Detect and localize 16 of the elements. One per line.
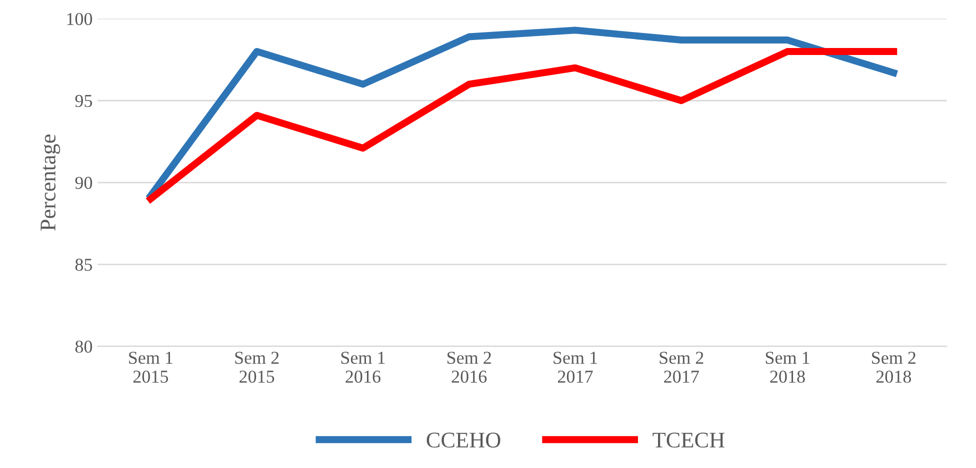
x-tick-label: Sem 2 2018 — [872, 352, 916, 383]
x-tick-label: Sem 2 2017 — [660, 352, 704, 383]
x-tick-label: Sem 1 2018 — [766, 352, 810, 383]
legend-label: TCECH — [652, 432, 724, 448]
y-tick-label: 100 — [67, 12, 92, 26]
y-tick-label: 95 — [75, 94, 92, 108]
legend-label: CCEHO — [426, 432, 500, 448]
x-tick-label: Sem 1 2016 — [341, 352, 385, 383]
x-tick-label: Sem 1 2017 — [554, 352, 597, 383]
x-tick-label: Sem 2 2016 — [447, 352, 491, 383]
y-tick-label: 80 — [75, 340, 92, 353]
y-tick-label: 85 — [75, 258, 92, 271]
y-axis-title: Percentage — [40, 134, 60, 231]
x-tick-label: Sem 2 2015 — [235, 352, 279, 383]
x-tick-label: Sem 1 2015 — [129, 352, 172, 383]
y-tick-label: 90 — [75, 176, 92, 189]
